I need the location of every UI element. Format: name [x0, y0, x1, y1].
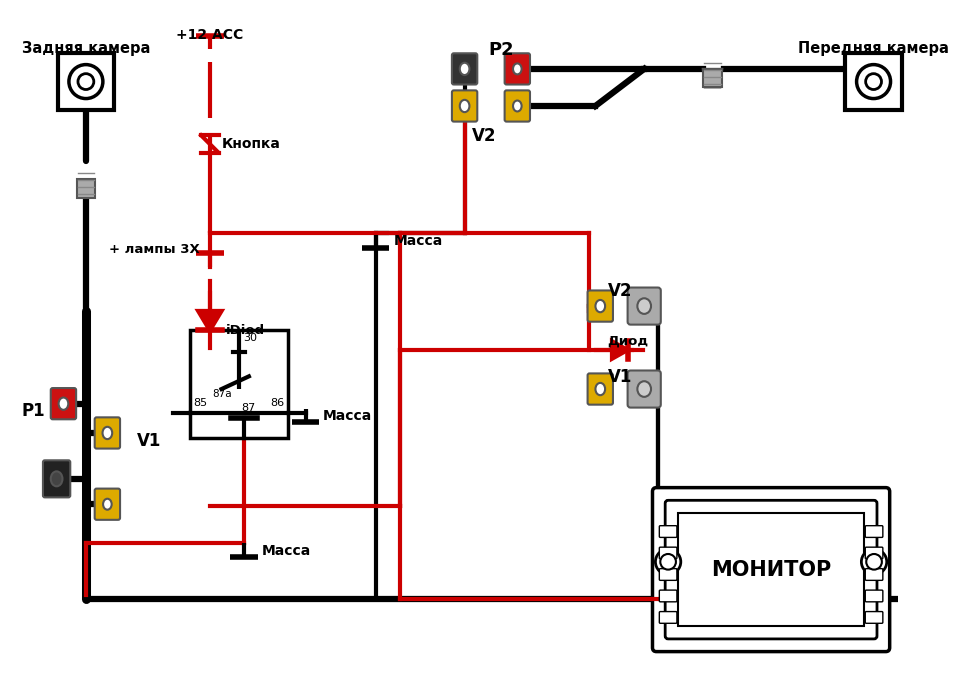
FancyBboxPatch shape — [653, 488, 890, 652]
Text: V1: V1 — [608, 368, 632, 386]
Text: P1: P1 — [21, 402, 45, 421]
Text: V1: V1 — [136, 432, 161, 450]
Ellipse shape — [513, 101, 521, 111]
Ellipse shape — [595, 300, 605, 312]
Text: 30: 30 — [243, 333, 257, 343]
Circle shape — [660, 554, 676, 570]
Ellipse shape — [460, 63, 469, 75]
FancyBboxPatch shape — [660, 547, 677, 559]
FancyBboxPatch shape — [660, 612, 677, 623]
Text: Диод: Диод — [607, 335, 648, 347]
Text: + лампы 3Х: + лампы 3Х — [109, 243, 200, 256]
Ellipse shape — [59, 398, 68, 410]
FancyBboxPatch shape — [865, 526, 883, 538]
Ellipse shape — [51, 471, 62, 486]
Ellipse shape — [103, 427, 112, 439]
FancyBboxPatch shape — [660, 526, 677, 538]
Text: Масса: Масса — [324, 410, 372, 424]
Text: МОНИТОР: МОНИТОР — [711, 559, 831, 580]
Ellipse shape — [103, 499, 111, 510]
Text: 86: 86 — [271, 398, 284, 407]
Text: Масса: Масса — [394, 234, 443, 248]
Circle shape — [866, 554, 882, 570]
Text: iDiod: iDiod — [226, 324, 265, 337]
Circle shape — [656, 549, 681, 575]
FancyBboxPatch shape — [51, 388, 76, 419]
FancyBboxPatch shape — [865, 568, 883, 580]
Circle shape — [861, 549, 887, 575]
Text: 85: 85 — [193, 398, 207, 407]
FancyBboxPatch shape — [95, 489, 120, 520]
Polygon shape — [612, 341, 628, 359]
Circle shape — [69, 64, 103, 99]
Ellipse shape — [637, 382, 651, 397]
FancyBboxPatch shape — [660, 590, 677, 602]
FancyBboxPatch shape — [865, 547, 883, 559]
Text: Передняя камера: Передняя камера — [798, 41, 949, 55]
Polygon shape — [198, 311, 222, 330]
Bar — [845, 53, 901, 110]
Bar — [190, 330, 288, 438]
FancyBboxPatch shape — [628, 288, 660, 325]
Circle shape — [78, 74, 94, 90]
FancyBboxPatch shape — [660, 568, 677, 580]
Text: P2: P2 — [488, 41, 514, 59]
Ellipse shape — [513, 64, 521, 74]
Text: Масса: Масса — [261, 544, 311, 558]
Text: Кнопка: Кнопка — [222, 137, 280, 151]
Polygon shape — [703, 69, 722, 88]
Text: 87a: 87a — [212, 389, 231, 399]
Bar — [678, 513, 864, 626]
FancyBboxPatch shape — [665, 500, 877, 639]
Text: Задняя камера: Задняя камера — [22, 41, 150, 55]
Ellipse shape — [637, 298, 651, 314]
Ellipse shape — [595, 383, 605, 395]
FancyBboxPatch shape — [452, 90, 477, 122]
Bar — [58, 53, 114, 110]
FancyBboxPatch shape — [865, 612, 883, 623]
Text: V2: V2 — [471, 127, 496, 146]
FancyBboxPatch shape — [865, 590, 883, 602]
Text: +12 ACC: +12 ACC — [177, 28, 244, 42]
FancyBboxPatch shape — [588, 290, 613, 322]
Circle shape — [856, 64, 891, 99]
FancyBboxPatch shape — [588, 373, 613, 405]
Bar — [703, 69, 722, 88]
FancyBboxPatch shape — [95, 417, 120, 449]
FancyBboxPatch shape — [43, 461, 70, 498]
Text: V2: V2 — [608, 281, 632, 300]
FancyBboxPatch shape — [505, 53, 530, 85]
FancyBboxPatch shape — [628, 370, 660, 407]
Circle shape — [866, 74, 881, 90]
FancyBboxPatch shape — [505, 90, 530, 122]
Bar — [77, 179, 95, 197]
Ellipse shape — [460, 100, 469, 112]
Text: 87: 87 — [241, 402, 255, 412]
FancyBboxPatch shape — [452, 53, 477, 85]
Polygon shape — [77, 179, 95, 197]
